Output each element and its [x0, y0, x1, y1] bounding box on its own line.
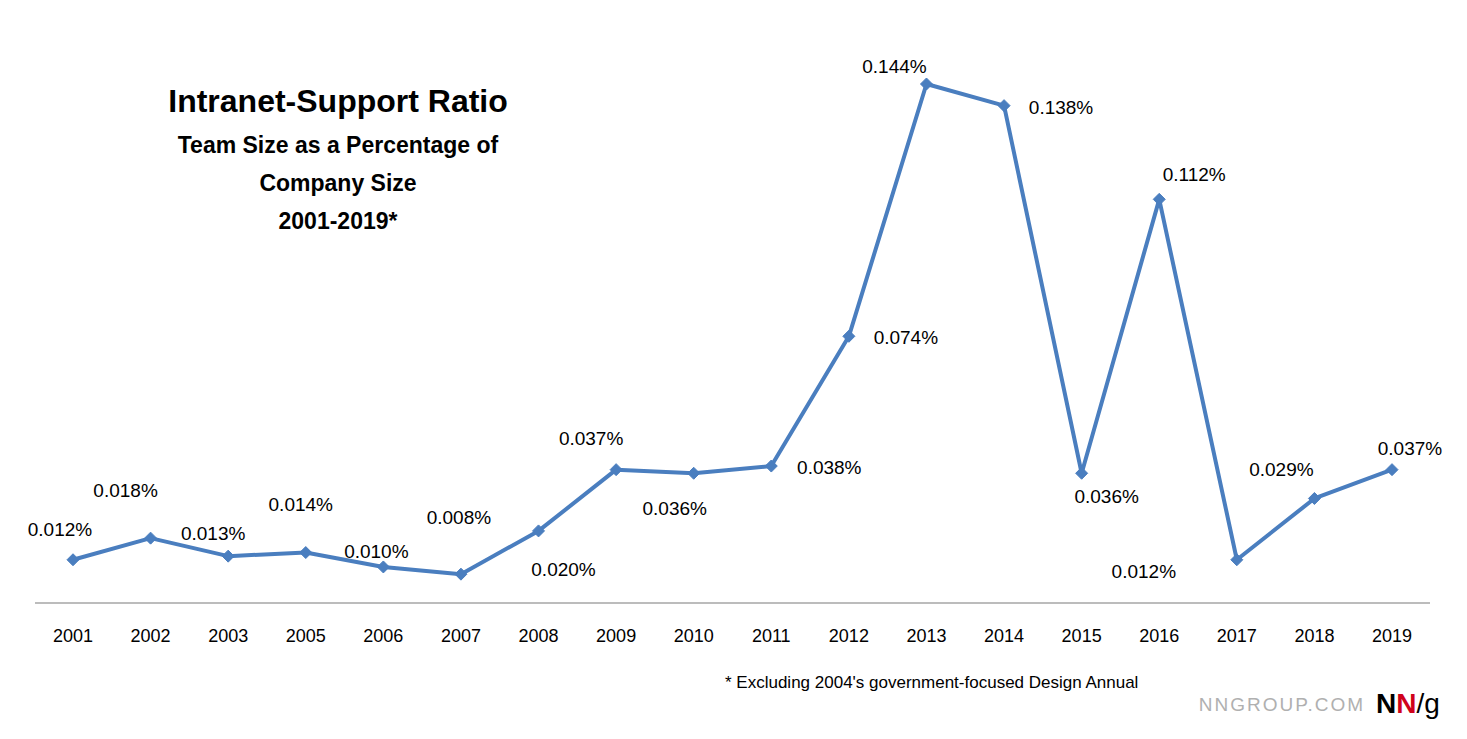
data-marker	[1153, 193, 1165, 205]
logo-part: /g	[1416, 688, 1439, 719]
data-marker	[610, 464, 622, 476]
data-marker	[67, 554, 79, 566]
x-axis-line	[35, 602, 1430, 604]
data-label: 0.138%	[1029, 97, 1094, 118]
footnote: * Excluding 2004's government-focused De…	[725, 673, 1138, 692]
data-label: 0.037%	[1378, 438, 1443, 459]
data-label: 0.018%	[93, 480, 158, 501]
data-label: 0.074%	[874, 327, 939, 348]
x-tick-label: 2013	[906, 626, 946, 646]
x-tick-label: 2009	[596, 626, 636, 646]
x-tick-label: 2008	[519, 626, 559, 646]
data-line	[73, 84, 1392, 574]
subtitle: Team Size as a Percentage of	[178, 132, 499, 158]
data-marker	[843, 330, 855, 342]
data-label: 0.038%	[797, 457, 862, 478]
x-tick-label: 2002	[131, 626, 171, 646]
data-label: 0.020%	[531, 559, 596, 580]
logo: NN/g	[1376, 688, 1440, 719]
x-tick-label: 2015	[1062, 626, 1102, 646]
data-marker	[998, 100, 1010, 112]
logo-part: N	[1396, 688, 1416, 719]
title: Intranet-Support Ratio	[168, 83, 508, 119]
data-label: 0.013%	[181, 523, 246, 544]
plot-area	[67, 78, 1398, 580]
data-marker	[377, 561, 389, 573]
data-marker	[1386, 464, 1398, 476]
x-tick-label: 2001	[53, 626, 93, 646]
data-marker	[1231, 554, 1243, 566]
data-label: 0.112%	[1163, 164, 1226, 185]
data-label: 0.037%	[559, 428, 624, 449]
x-tick-label: 2005	[286, 626, 326, 646]
data-label: 0.012%	[1112, 561, 1177, 582]
page: {"chart_data": { "type": "line", "title"…	[0, 0, 1467, 739]
data-label: 0.029%	[1249, 459, 1314, 480]
x-tick-label: 2006	[363, 626, 403, 646]
data-marker	[1308, 492, 1320, 504]
subtitle: Company Size	[259, 170, 416, 196]
data-marker	[533, 525, 545, 537]
x-tick-label: 2010	[674, 626, 714, 646]
data-marker	[765, 460, 777, 472]
x-tick-label: 2011	[752, 626, 791, 646]
data-marker	[920, 78, 932, 90]
source: NNGROUP.COM	[1199, 694, 1365, 715]
data-label: 0.036%	[1074, 486, 1139, 507]
data-marker	[300, 547, 312, 559]
logo-part: N	[1376, 688, 1396, 719]
chart: Intranet-Support Ratio Team Size as a Per…	[0, 0, 1467, 739]
x-tick-label: 2016	[1139, 626, 1179, 646]
x-tick-label: 2018	[1294, 626, 1334, 646]
data-label: 0.010%	[344, 541, 409, 562]
x-tick-label: 2003	[208, 626, 248, 646]
data-marker	[1076, 467, 1088, 479]
data-label: 0.012%	[28, 519, 93, 540]
data-label: 0.014%	[269, 494, 334, 515]
x-tick-label: 2017	[1217, 626, 1257, 646]
data-marker	[455, 568, 467, 580]
data-marker	[222, 550, 234, 562]
x-tick-label: 2019	[1372, 626, 1412, 646]
data-marker	[145, 532, 157, 544]
data-marker	[688, 467, 700, 479]
x-tick-label: 2014	[984, 626, 1024, 646]
data-label: 0.144%	[862, 56, 927, 77]
data-label: 0.036%	[642, 498, 707, 519]
background	[0, 0, 1467, 739]
x-tick-label: 2012	[829, 626, 869, 646]
subtitle: 2001-2019*	[279, 208, 398, 234]
data-label: 0.008%	[427, 507, 492, 528]
x-tick-label: 2007	[441, 626, 481, 646]
